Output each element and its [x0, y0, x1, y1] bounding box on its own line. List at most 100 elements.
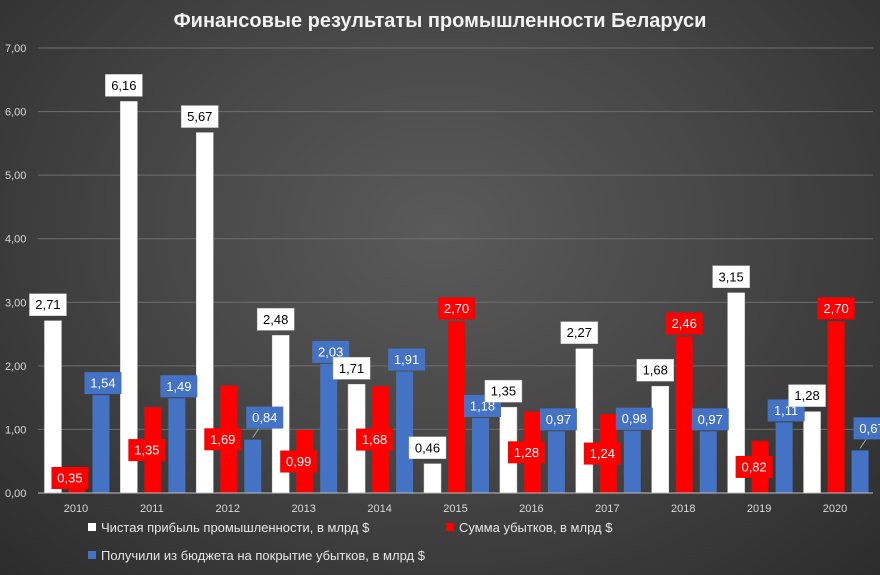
x-tick-label: 2018: [671, 503, 695, 515]
data-label-box: [817, 297, 855, 320]
bar-series-3: [244, 439, 262, 493]
data-label-box: [665, 312, 703, 335]
legend: Чистая прибыль промышленности, в млрд $ С…: [88, 520, 613, 563]
data-label-box: [583, 442, 621, 465]
y-tick-label: 6,00: [5, 107, 26, 119]
x-tick-label: 2010: [64, 503, 88, 515]
legend-label-3: Получили из бюджета на покрытие убытков,…: [101, 548, 426, 563]
data-label: 6,16: [111, 78, 136, 93]
data-label: 1,69: [210, 432, 235, 447]
axes: 0,00 1,00 2,00 3,00 4,00 5,00 6,00 7,00 2010 2011…: [5, 43, 873, 515]
data-label: 5,67: [187, 109, 212, 124]
data-label: 2,70: [444, 301, 469, 316]
bar-series-1: [120, 101, 138, 494]
data-label-box: [539, 408, 577, 431]
bar-series-1: [651, 385, 669, 494]
data-label-box: [84, 372, 122, 395]
data-label: 1,54: [90, 376, 115, 391]
bar-series-1: [575, 348, 594, 494]
data-label-box: [256, 308, 295, 331]
data-label: 2,27: [567, 325, 592, 340]
y-tick-label: 0,00: [5, 488, 26, 500]
data-label-box: [560, 321, 599, 344]
y-tick-label: 4,00: [5, 234, 26, 246]
data-label: 1,35: [134, 443, 159, 458]
data-label-box: [246, 406, 284, 429]
data-label-box: [280, 450, 318, 473]
data-label: 1,68: [362, 432, 387, 447]
data-labels: 2,71 0,35 1,54 6,16 1,35 1,49 5,67 1,69 0,84 2,48…: [29, 74, 880, 489]
y-tick-label: 1,00: [5, 424, 26, 436]
bar-series-3: [623, 430, 641, 493]
data-label-box: [356, 428, 394, 451]
bar-series-2: [827, 321, 845, 493]
data-label: 0,84: [252, 410, 277, 425]
x-tick-label: 2013: [291, 503, 315, 515]
data-label-box: [204, 428, 242, 451]
data-label: 1,35: [491, 384, 516, 399]
data-label-box: [712, 265, 750, 288]
data-label-box: [615, 407, 653, 430]
data-label-box: [332, 357, 371, 380]
x-tick-label: 2020: [823, 503, 847, 515]
chart-title: Финансовые результаты промышленности Бел…: [174, 10, 707, 32]
x-tick-label: 2012: [216, 503, 240, 515]
bar-series-1: [423, 463, 442, 494]
legend-label-1: Чистая прибыль промышленности, в млрд $: [101, 520, 370, 535]
bar-series-1: [803, 411, 821, 494]
data-label-box: [636, 358, 674, 382]
data-label: 0,46: [415, 440, 440, 455]
x-tick-label: 2017: [595, 503, 619, 515]
data-label: 0,99: [286, 454, 311, 469]
data-label: 2,71: [35, 297, 60, 312]
data-label: 1,91: [394, 352, 419, 367]
data-label: 0,97: [698, 412, 723, 427]
label-leader-line: [859, 439, 867, 449]
data-label-box: [388, 348, 426, 371]
bars: [44, 101, 869, 494]
data-label-box: [128, 439, 166, 462]
data-label: 0,35: [57, 471, 82, 486]
data-label-box: [29, 293, 67, 316]
x-tick-label: 2016: [519, 503, 543, 515]
data-label: 2,48: [263, 312, 288, 327]
bar-series-3: [396, 371, 414, 493]
data-label-box: [181, 105, 219, 128]
data-label: 0,82: [741, 459, 766, 474]
data-label-box: [408, 436, 447, 460]
data-label-box: [438, 297, 475, 320]
data-label: 1,24: [590, 446, 615, 461]
bar-series-3: [851, 450, 869, 493]
bar-series-3: [168, 398, 186, 493]
data-label-box: [735, 455, 773, 478]
data-label: 0,67: [859, 421, 880, 436]
data-label: 1,49: [166, 379, 191, 394]
data-label-box: [691, 408, 729, 431]
legend-swatch-3: [88, 551, 96, 559]
data-label-box: [788, 384, 826, 407]
bar-series-3: [775, 422, 793, 493]
data-label: 1,71: [339, 361, 364, 376]
data-label: 3,15: [718, 269, 743, 284]
data-label: 0,98: [622, 411, 647, 426]
data-label: 1,68: [643, 363, 668, 378]
data-label-box: [51, 467, 89, 489]
data-label-box: [507, 441, 545, 464]
bar-series-3: [92, 395, 110, 493]
y-tick-label: 3,00: [5, 297, 26, 309]
legend-label-2: Сумма убытков, в млрд $: [459, 520, 613, 535]
data-label-box: [105, 74, 143, 97]
y-tick-label: 5,00: [5, 170, 26, 182]
bar-series-2: [448, 321, 465, 493]
x-tick-label: 2014: [367, 503, 391, 515]
y-tick-label: 2,00: [5, 361, 26, 373]
bar-series-3: [320, 363, 338, 493]
x-tick-label: 2019: [747, 503, 771, 515]
x-tick-label: 2011: [140, 503, 164, 515]
y-tick-label: 7,00: [5, 43, 26, 55]
bar-series-3: [472, 417, 489, 493]
x-tick-label: 2015: [443, 503, 467, 515]
legend-swatch-2: [446, 523, 454, 531]
